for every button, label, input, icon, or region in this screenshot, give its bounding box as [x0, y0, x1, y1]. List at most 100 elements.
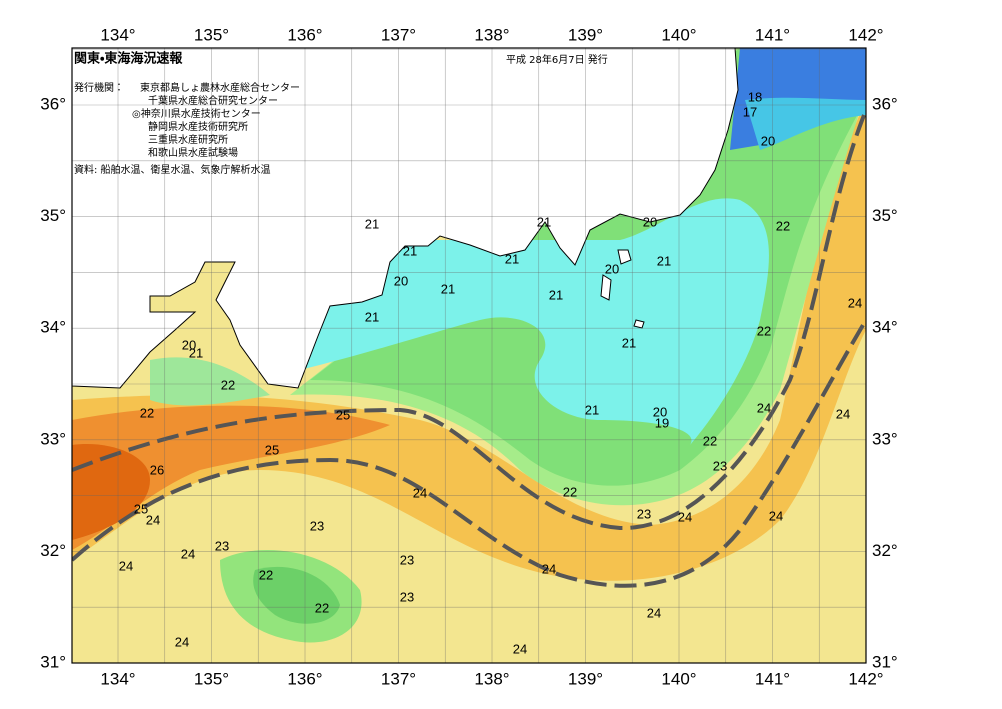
contour-label: 20: [394, 273, 408, 288]
contour-label: 24: [769, 508, 783, 523]
contour-label: 22: [776, 218, 790, 233]
lat-label: 33°: [40, 429, 66, 448]
publisher: 和歌山県水産試験場: [148, 146, 238, 159]
contour-label: 21: [441, 281, 455, 296]
contour-label: 19: [655, 415, 669, 430]
sea-26: [72, 444, 150, 540]
lat-label: 34°: [872, 318, 898, 337]
publisher: 静岡県水産技術研究所: [148, 120, 248, 133]
lon-label: 142°: [848, 25, 883, 44]
sea-22: [150, 357, 270, 406]
sea-25: [72, 405, 390, 550]
contour-label: 22: [757, 323, 771, 338]
lon-label: 142°: [848, 669, 883, 688]
lat-label: 31°: [872, 652, 898, 671]
contour-label: 21: [189, 345, 203, 360]
lat-label: 36°: [872, 94, 898, 113]
map-area: [72, 48, 866, 663]
lon-label: 141°: [755, 669, 790, 688]
sea-south-22: [253, 566, 340, 624]
lat-label: 36°: [40, 94, 66, 113]
lon-label: 141°: [755, 25, 790, 44]
contour-label: 23: [400, 552, 414, 567]
contour-label: 25: [265, 442, 279, 457]
map-frame: [71, 47, 867, 664]
lon-label: 137°: [381, 25, 416, 44]
lon-label: 134°: [100, 25, 135, 44]
contour-label: 23: [215, 538, 229, 553]
contour-label: 21: [585, 402, 599, 417]
publisher: ◎神奈川県水産技術センター: [132, 107, 261, 120]
contour-label: 24: [836, 406, 850, 421]
contour-label: 20: [761, 133, 775, 148]
contour-label: 21: [365, 216, 379, 231]
contour-label: 20: [605, 261, 619, 276]
contour-label: 24: [146, 512, 160, 527]
contour-label: 24: [848, 295, 862, 310]
contour-label: 22: [221, 377, 235, 392]
lon-label: 138°: [474, 25, 509, 44]
sea-21: [300, 198, 769, 445]
contour-label: 22: [259, 567, 273, 582]
title: 関東・東海海況速報: [74, 51, 183, 67]
contour-label: 21: [657, 253, 671, 268]
contour-label: 18: [748, 89, 762, 104]
land: [72, 48, 739, 389]
contour-label: 20: [182, 337, 196, 352]
contour-label: 20: [653, 404, 667, 419]
contour-label: 24: [513, 641, 527, 656]
kuroshio-north: [72, 109, 866, 531]
contour-label: 22: [315, 600, 329, 615]
contour-label: 22: [140, 405, 154, 420]
contour-label: 23: [713, 458, 727, 473]
contour-label: 26: [150, 462, 164, 477]
lon-label: 134°: [100, 669, 135, 688]
contour-label: 21: [505, 251, 519, 266]
contour-label: 21: [549, 287, 563, 302]
contour-label: 24: [678, 509, 692, 524]
date: 平成 28年6月7日 発行: [506, 53, 608, 66]
lat-label: 32°: [872, 541, 898, 560]
contour-label: 22: [703, 433, 717, 448]
lon-label: 135°: [194, 669, 229, 688]
contour-label: 21: [403, 243, 417, 258]
lon-label: 137°: [381, 669, 416, 688]
sea-17: [745, 97, 866, 150]
lon-label: 140°: [661, 25, 696, 44]
contour-label: 25: [134, 501, 148, 516]
contour-label: 24: [181, 546, 195, 561]
contour-label: 23: [310, 518, 324, 533]
lat-label: 33°: [872, 429, 898, 448]
contour-label: 24: [413, 485, 427, 500]
contour-label: 22: [563, 484, 577, 499]
lon-label: 139°: [568, 669, 603, 688]
lon-label: 135°: [194, 25, 229, 44]
contour-label: 24: [119, 558, 133, 573]
publisher: 千葉県水産総合研究センター: [148, 94, 278, 107]
publisher: 東京都島しょ農林水産総合センター: [140, 81, 300, 94]
contour-label: 17: [743, 104, 757, 119]
contour-label: 21: [537, 214, 551, 229]
lon-label: 136°: [287, 25, 322, 44]
lat-label: 35°: [872, 206, 898, 225]
contour-label: 24: [175, 634, 189, 649]
lat-label: 34°: [40, 318, 66, 337]
contour-label: 25: [336, 407, 350, 422]
lat-label: 35°: [40, 206, 66, 225]
contour-label: 20: [643, 214, 657, 229]
kuroshio-south: [72, 318, 866, 588]
lon-label: 136°: [287, 669, 322, 688]
publisher-label: 発行機関：: [74, 81, 124, 94]
sea-kuroshio: [72, 100, 866, 581]
contour-label: 23: [400, 589, 414, 604]
contour-label: 21: [622, 335, 636, 350]
contour-label: 21: [365, 309, 379, 324]
contour-label: 24: [757, 400, 771, 415]
source: 資料: 船舶水温、衛星水温、気象庁解析水温: [74, 163, 271, 176]
publisher: 三重県水産研究所: [148, 133, 228, 146]
lon-label: 139°: [568, 25, 603, 44]
lon-label: 138°: [474, 669, 509, 688]
lat-label: 31°: [40, 652, 66, 671]
contour-label: 23: [637, 506, 651, 521]
